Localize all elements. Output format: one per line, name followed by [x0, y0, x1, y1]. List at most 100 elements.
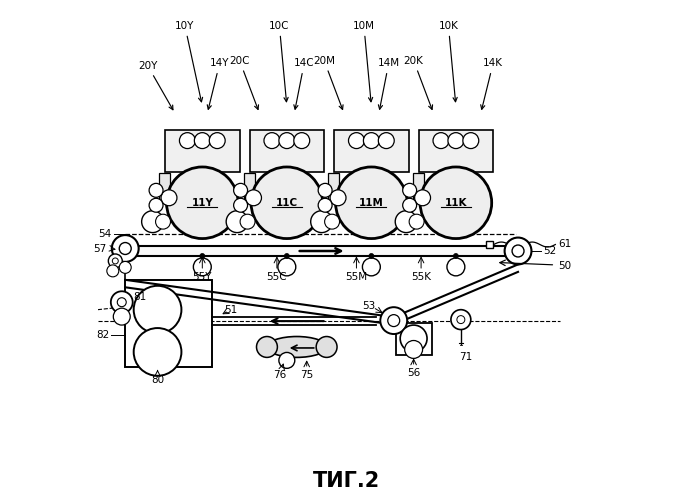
Bar: [412, 173, 423, 203]
Circle shape: [113, 308, 130, 325]
Circle shape: [200, 254, 205, 258]
Circle shape: [155, 214, 170, 229]
Circle shape: [463, 132, 479, 148]
Text: 11Y: 11Y: [191, 198, 213, 208]
Text: 53: 53: [362, 300, 376, 310]
Circle shape: [264, 132, 280, 148]
Circle shape: [119, 242, 131, 254]
Circle shape: [149, 184, 163, 198]
Circle shape: [335, 167, 407, 238]
Circle shape: [279, 132, 295, 148]
Text: 11M: 11M: [359, 198, 384, 208]
Circle shape: [316, 336, 337, 357]
Circle shape: [111, 292, 132, 313]
Circle shape: [451, 310, 471, 330]
Circle shape: [310, 210, 333, 233]
Text: 10K: 10K: [439, 20, 458, 102]
Circle shape: [112, 258, 119, 264]
Text: 11K: 11K: [445, 198, 467, 208]
Text: 14Y: 14Y: [207, 58, 229, 110]
Circle shape: [400, 325, 427, 352]
Bar: [486, 241, 493, 248]
Bar: [419, 130, 493, 172]
Circle shape: [512, 245, 524, 257]
Text: 10M: 10M: [353, 20, 375, 102]
Text: ΤИГ.2: ΤИГ.2: [313, 471, 380, 491]
Circle shape: [117, 298, 126, 306]
Text: 14M: 14M: [378, 58, 400, 109]
Circle shape: [447, 258, 465, 276]
Text: 61: 61: [558, 238, 571, 248]
Circle shape: [294, 132, 310, 148]
Bar: [125, 280, 212, 367]
Circle shape: [179, 132, 195, 148]
Bar: [159, 173, 170, 203]
Text: 55C: 55C: [267, 272, 287, 282]
Text: 75: 75: [300, 370, 313, 380]
Text: 11C: 11C: [276, 198, 298, 208]
Circle shape: [403, 184, 416, 198]
Text: 20K: 20K: [404, 56, 432, 110]
Circle shape: [318, 184, 332, 198]
Bar: [396, 323, 432, 356]
Circle shape: [388, 314, 400, 326]
Circle shape: [403, 198, 416, 212]
Text: 55M: 55M: [345, 272, 367, 282]
Bar: [165, 130, 240, 172]
Circle shape: [234, 184, 247, 198]
Circle shape: [108, 254, 122, 268]
Circle shape: [209, 132, 225, 148]
Circle shape: [378, 132, 394, 148]
Text: 76: 76: [273, 370, 286, 380]
Circle shape: [395, 210, 417, 233]
Circle shape: [318, 198, 332, 212]
Text: 14K: 14K: [481, 58, 503, 110]
Bar: [130, 246, 518, 256]
Circle shape: [161, 190, 177, 206]
Text: 55K: 55K: [411, 272, 431, 282]
Circle shape: [405, 340, 423, 358]
Circle shape: [330, 190, 346, 206]
Circle shape: [141, 210, 164, 233]
Circle shape: [107, 265, 119, 277]
Text: 20M: 20M: [313, 56, 343, 110]
Circle shape: [245, 190, 261, 206]
Bar: [334, 130, 409, 172]
Circle shape: [457, 316, 465, 324]
Circle shape: [414, 190, 430, 206]
Text: 54: 54: [98, 229, 112, 239]
Bar: [328, 173, 339, 203]
Text: 10C: 10C: [269, 20, 290, 102]
Text: 57: 57: [94, 244, 107, 254]
Circle shape: [112, 235, 139, 262]
Circle shape: [380, 307, 407, 334]
Circle shape: [284, 254, 289, 258]
Text: 10Y: 10Y: [175, 20, 202, 102]
Circle shape: [234, 198, 247, 212]
Circle shape: [409, 214, 424, 229]
Circle shape: [369, 254, 374, 258]
Circle shape: [362, 258, 380, 276]
Text: 14C: 14C: [294, 58, 315, 109]
Circle shape: [240, 214, 255, 229]
Circle shape: [420, 167, 492, 238]
Text: 81: 81: [134, 292, 147, 302]
Circle shape: [166, 167, 238, 238]
Text: 50: 50: [558, 261, 571, 271]
Circle shape: [226, 210, 248, 233]
Text: 20C: 20C: [229, 56, 258, 110]
Text: 82: 82: [96, 330, 109, 340]
Circle shape: [324, 214, 340, 229]
Circle shape: [278, 258, 296, 276]
Circle shape: [256, 336, 277, 357]
Text: 20Y: 20Y: [138, 60, 173, 110]
Circle shape: [279, 352, 295, 368]
Circle shape: [149, 198, 163, 212]
Circle shape: [349, 132, 365, 148]
Circle shape: [119, 262, 131, 274]
Circle shape: [134, 328, 182, 376]
Circle shape: [194, 132, 210, 148]
Text: 71: 71: [459, 352, 473, 362]
Circle shape: [433, 132, 449, 148]
Circle shape: [363, 132, 379, 148]
